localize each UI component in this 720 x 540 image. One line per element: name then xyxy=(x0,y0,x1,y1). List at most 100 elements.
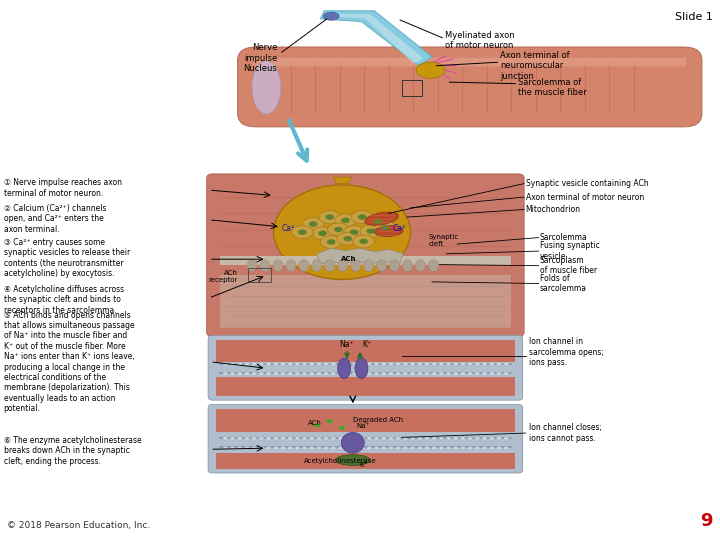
Ellipse shape xyxy=(324,447,329,450)
Ellipse shape xyxy=(346,447,351,450)
Text: Ion channel in
sarcolemma opens;
ions pass.: Ion channel in sarcolemma opens; ions pa… xyxy=(529,337,604,367)
Text: © 2018 Pearson Education, Inc.: © 2018 Pearson Education, Inc. xyxy=(7,521,150,530)
Ellipse shape xyxy=(355,358,368,379)
Ellipse shape xyxy=(260,260,270,272)
Ellipse shape xyxy=(351,260,361,272)
Ellipse shape xyxy=(374,372,379,375)
Ellipse shape xyxy=(418,362,423,366)
Ellipse shape xyxy=(336,455,370,465)
Ellipse shape xyxy=(353,362,358,366)
FancyBboxPatch shape xyxy=(238,47,702,127)
Ellipse shape xyxy=(312,227,333,240)
Text: Fusing synaptic
vesicle: Fusing synaptic vesicle xyxy=(540,241,600,261)
Ellipse shape xyxy=(446,447,451,450)
Bar xyxy=(402,80,422,96)
Ellipse shape xyxy=(281,447,285,450)
Text: Sarcoplasm
of muscle fiber: Sarcoplasm of muscle fiber xyxy=(540,256,597,275)
Ellipse shape xyxy=(468,362,473,366)
Ellipse shape xyxy=(295,447,300,450)
Ellipse shape xyxy=(490,362,495,366)
Ellipse shape xyxy=(360,447,365,450)
Ellipse shape xyxy=(292,226,313,239)
Ellipse shape xyxy=(331,362,336,366)
Text: Folds of
sarcolemma: Folds of sarcolemma xyxy=(540,274,587,293)
Ellipse shape xyxy=(286,260,296,272)
Ellipse shape xyxy=(389,437,394,440)
Ellipse shape xyxy=(382,437,387,440)
Text: Ion channel closes;
ions cannot pass.: Ion channel closes; ions cannot pass. xyxy=(529,423,602,443)
Text: Na⁺: Na⁺ xyxy=(356,422,369,429)
Ellipse shape xyxy=(238,372,243,375)
Ellipse shape xyxy=(338,447,343,450)
Ellipse shape xyxy=(432,372,437,375)
Ellipse shape xyxy=(309,221,318,227)
Ellipse shape xyxy=(468,447,473,450)
Ellipse shape xyxy=(468,372,473,375)
Ellipse shape xyxy=(338,260,348,272)
Ellipse shape xyxy=(310,372,315,375)
Ellipse shape xyxy=(302,437,307,440)
Text: Ca²: Ca² xyxy=(282,225,294,233)
Text: Sarcolemma: Sarcolemma xyxy=(540,233,588,242)
Ellipse shape xyxy=(360,362,365,366)
Bar xyxy=(216,340,515,362)
Ellipse shape xyxy=(327,239,336,245)
Ellipse shape xyxy=(346,437,351,440)
Ellipse shape xyxy=(266,437,271,440)
Ellipse shape xyxy=(446,372,451,375)
FancyBboxPatch shape xyxy=(207,174,524,336)
Text: Na⁺: Na⁺ xyxy=(340,340,354,349)
Text: ACh: ACh xyxy=(308,420,323,427)
Ellipse shape xyxy=(331,372,336,375)
Ellipse shape xyxy=(353,372,358,375)
Ellipse shape xyxy=(317,362,322,366)
Ellipse shape xyxy=(230,372,235,375)
Ellipse shape xyxy=(338,358,351,379)
Ellipse shape xyxy=(490,447,495,450)
Bar xyxy=(216,409,515,432)
Ellipse shape xyxy=(325,214,334,220)
Text: ④ Acetylcholine diffuses across
the synaptic cleft and binds to
receptors in the: ④ Acetylcholine diffuses across the syna… xyxy=(4,285,124,315)
Ellipse shape xyxy=(314,423,320,428)
Ellipse shape xyxy=(359,239,368,244)
Ellipse shape xyxy=(358,214,366,220)
Ellipse shape xyxy=(230,437,235,440)
Text: Mitochondrion: Mitochondrion xyxy=(526,205,580,214)
Ellipse shape xyxy=(418,437,423,440)
Ellipse shape xyxy=(374,219,382,224)
Text: Nerve
impulse
Nucleus: Nerve impulse Nucleus xyxy=(243,43,277,73)
Ellipse shape xyxy=(374,362,379,366)
Ellipse shape xyxy=(281,372,285,375)
Ellipse shape xyxy=(335,214,356,227)
Ellipse shape xyxy=(367,437,372,440)
Ellipse shape xyxy=(328,223,349,236)
Ellipse shape xyxy=(454,372,459,375)
Ellipse shape xyxy=(389,362,394,366)
Ellipse shape xyxy=(410,447,415,450)
Ellipse shape xyxy=(418,372,423,375)
Ellipse shape xyxy=(382,372,387,375)
Ellipse shape xyxy=(416,62,445,78)
Ellipse shape xyxy=(504,362,509,366)
Ellipse shape xyxy=(223,437,228,440)
Ellipse shape xyxy=(247,260,257,272)
Polygon shape xyxy=(333,177,351,184)
Ellipse shape xyxy=(274,447,279,450)
Ellipse shape xyxy=(425,372,430,375)
Text: 9: 9 xyxy=(701,512,713,530)
Ellipse shape xyxy=(324,362,329,366)
Ellipse shape xyxy=(346,372,351,375)
Ellipse shape xyxy=(238,447,243,450)
Polygon shape xyxy=(324,14,423,64)
Ellipse shape xyxy=(367,362,372,366)
Ellipse shape xyxy=(259,447,264,450)
FancyBboxPatch shape xyxy=(208,404,523,473)
Ellipse shape xyxy=(366,228,375,234)
Ellipse shape xyxy=(274,372,279,375)
Polygon shape xyxy=(317,248,403,265)
Ellipse shape xyxy=(350,230,359,235)
Ellipse shape xyxy=(396,372,401,375)
Ellipse shape xyxy=(353,437,358,440)
Ellipse shape xyxy=(238,437,243,440)
Ellipse shape xyxy=(252,61,281,114)
